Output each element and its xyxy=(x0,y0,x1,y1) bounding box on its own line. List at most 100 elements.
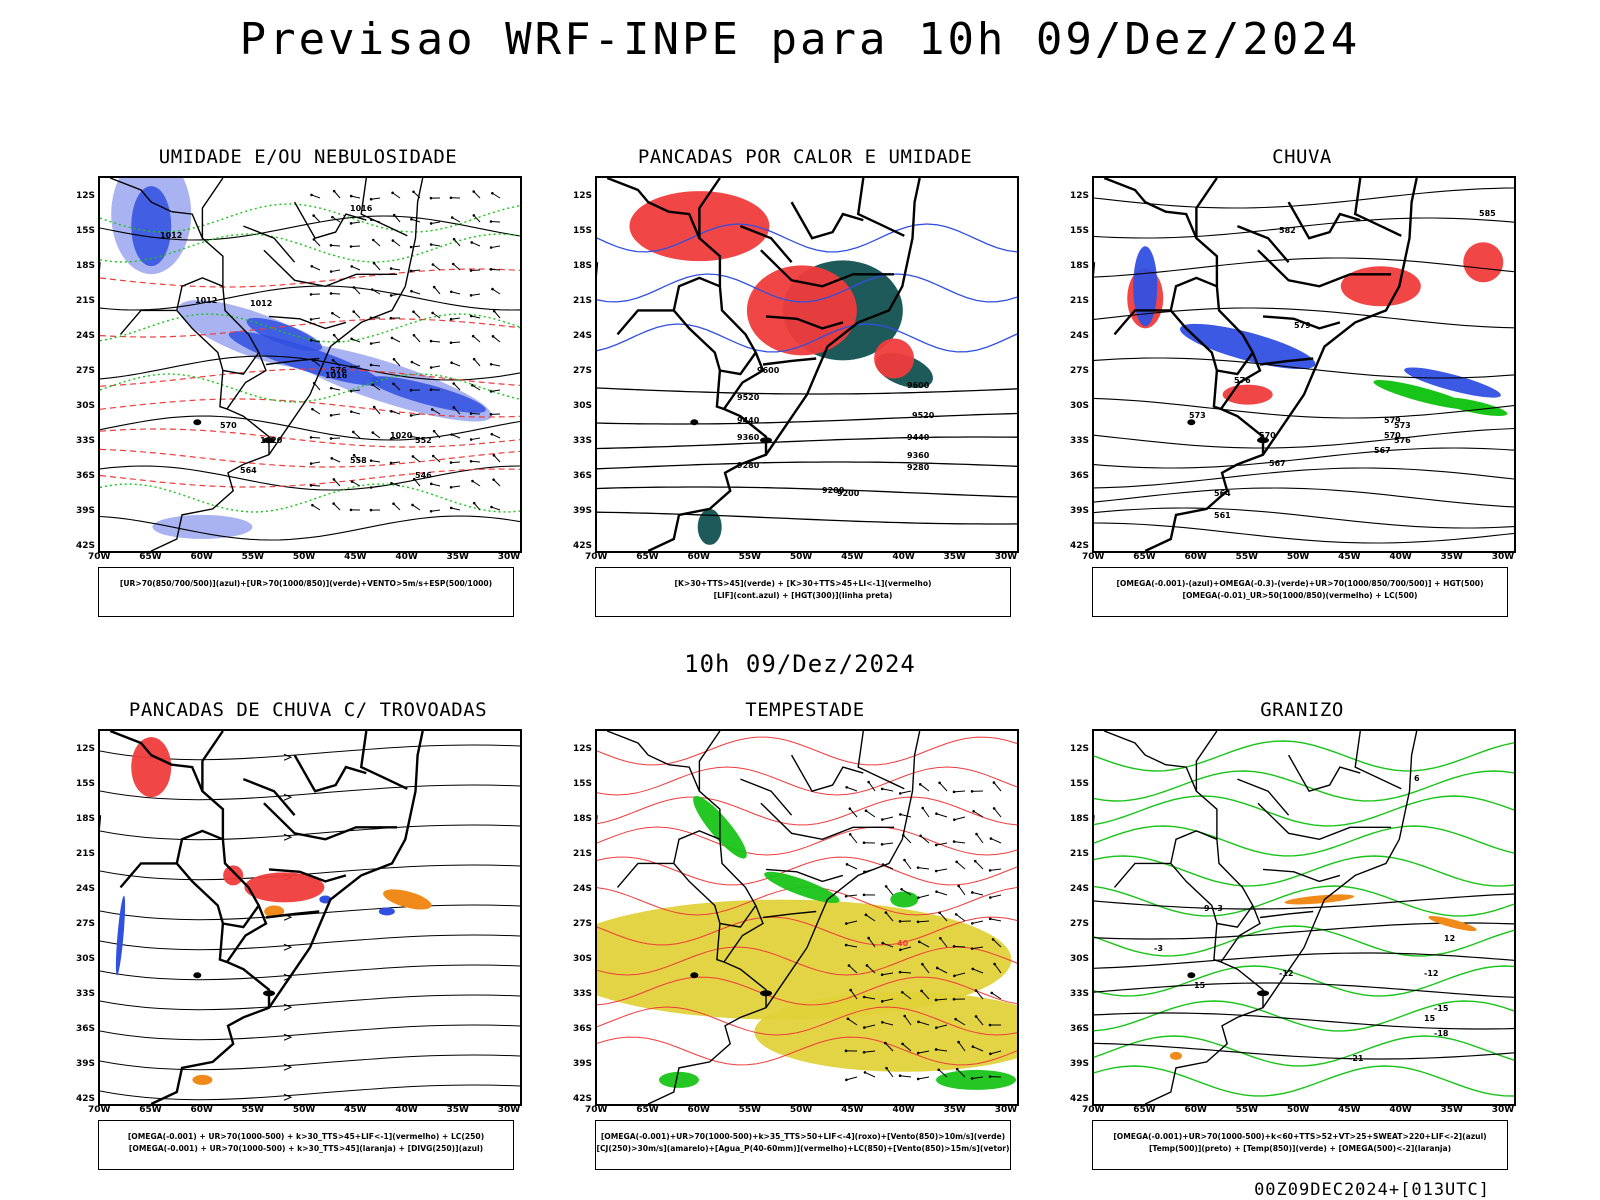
wind-850-vectors-arrowhead xyxy=(845,922,848,925)
low-level-humidity-contours-line xyxy=(100,483,520,513)
wind-vectors-vector xyxy=(473,215,481,223)
latitude-tick-label: 12S xyxy=(1070,744,1090,754)
wind-850-vectors-arrowhead xyxy=(973,859,977,863)
divergence-blue-area xyxy=(115,895,395,976)
wind-vectors-vector xyxy=(351,265,361,271)
thickness-contours-line xyxy=(100,428,520,448)
contour-label: -21 xyxy=(1349,1054,1364,1063)
wind-vectors-arrowhead xyxy=(490,432,494,436)
wind-vectors-vector xyxy=(431,483,441,487)
state-border xyxy=(606,178,701,239)
wind-vectors-vector xyxy=(331,413,341,416)
wind-vectors-vector xyxy=(411,218,421,223)
wind-850-vectors-arrowhead xyxy=(867,936,870,940)
contour-label: 1012 xyxy=(195,296,217,305)
wind-vectors-vector xyxy=(330,292,341,295)
wind-vectors-vector xyxy=(493,455,501,463)
wind-vectors-arrowhead xyxy=(429,366,433,369)
pressure-isobars-line xyxy=(100,465,520,491)
omega-blue-area-patch xyxy=(1404,367,1501,398)
longitude-tick-label: 65W xyxy=(636,552,659,562)
wind-vectors-vector xyxy=(373,262,381,271)
wind-850-vectors xyxy=(844,780,1002,1082)
state-border xyxy=(765,315,844,330)
wind-850-vectors-vector xyxy=(846,944,858,948)
longitude-tick-label: 55W xyxy=(738,1105,762,1115)
wind-vectors-arrowhead xyxy=(309,338,313,342)
longitude-tick-label: 50W xyxy=(1286,552,1310,562)
map-plot-area xyxy=(98,729,522,1106)
wind-vectors-arrowhead xyxy=(329,244,333,247)
panel-legend: [K>30+TTS>45](verde) + [K>30+TTS>45+LI<-… xyxy=(595,567,1011,617)
longitude-tick-label: 45W xyxy=(1338,1105,1361,1115)
wind-vectors-arrowhead xyxy=(469,412,473,415)
wind-850-vectors-vector xyxy=(865,914,876,922)
omega-blue-area xyxy=(1133,246,1501,398)
strong-wind-green-area-patch xyxy=(890,891,919,908)
state-border xyxy=(698,178,768,455)
wind-vectors-arrowhead xyxy=(331,215,334,219)
longitude-tick-label: 60W xyxy=(190,552,213,562)
wind-850-vectors-vector xyxy=(975,990,984,1000)
wind-850-vectors-arrowhead xyxy=(920,989,923,993)
omega-green-area-patch xyxy=(1438,397,1508,416)
longitude-tick-label: 35W xyxy=(446,552,469,562)
wind-850-vectors-vector xyxy=(972,920,984,924)
wind-vectors-arrowhead xyxy=(412,190,415,194)
legend-line: [Temp(500)](preto) + [Temp(850)](verde) … xyxy=(1148,1144,1452,1153)
thickness-contours-line xyxy=(100,448,520,468)
upper-level-streamlines-arrow xyxy=(283,753,293,761)
wind-850-vectors-arrowhead xyxy=(865,964,869,967)
state-border xyxy=(1169,276,1254,376)
omega-green-area xyxy=(1373,379,1508,416)
latitude-tick-label: 33S xyxy=(573,989,593,999)
wind-850-vectors-arrowhead xyxy=(881,941,885,945)
wind-850-vectors-vector xyxy=(904,1015,912,1026)
wind-850-vectors-vector xyxy=(882,972,894,976)
wind-vectors-vector xyxy=(471,437,481,441)
wind-850-vectors-arrowhead xyxy=(845,785,848,789)
longitude-tick-label: 45W xyxy=(344,1105,367,1115)
contour-label: 576 xyxy=(330,366,347,375)
latitude-tick-label: 39S xyxy=(76,1059,96,1069)
wind-vectors-vector xyxy=(311,461,321,465)
omega-blue-area-patch xyxy=(1133,246,1158,327)
wind-vectors-vector xyxy=(490,268,501,271)
wind-850-vectors-arrowhead xyxy=(988,1023,992,1027)
wind-vectors-vector xyxy=(412,456,421,463)
wind-850-vectors-vector xyxy=(846,920,858,925)
upper-level-streamlines-arrow xyxy=(283,1063,293,1071)
wind-850-vectors-arrowhead xyxy=(917,940,921,944)
longitude-tick-label: 65W xyxy=(636,1105,659,1115)
wind-850-vectors-vector xyxy=(868,781,876,792)
wind-vectors-arrowhead xyxy=(309,484,313,487)
wind-850-vectors-vector xyxy=(900,790,912,794)
wind-vectors-arrowhead xyxy=(409,269,413,273)
longitude-tick-label: 50W xyxy=(1286,1105,1310,1115)
map-panel: GRANIZO -3 -3 -12 -12 -15 -18 -21 15 15 12 9 6 12S 15S… xyxy=(1062,699,1542,1182)
wind-vectors-arrowhead xyxy=(409,388,413,392)
wind-vectors-arrowhead xyxy=(449,290,453,294)
lake-marker xyxy=(690,419,699,426)
precipitable-water-contours-line xyxy=(597,766,1017,796)
low-level-humidity-contours-line xyxy=(100,313,520,343)
longitude-tick-label: 70W xyxy=(1082,1105,1105,1115)
latitude-tick-label: 36S xyxy=(573,471,593,481)
wind-850-vectors-arrowhead xyxy=(954,1017,957,1021)
state-border xyxy=(760,249,895,288)
wind-850-vectors-vector xyxy=(936,1048,948,1052)
wind-850-vectors-vector xyxy=(886,1067,894,1078)
wind-vectors-arrowhead xyxy=(449,506,453,510)
geographic-boundaries xyxy=(597,731,921,1104)
wind-vectors-arrowhead xyxy=(432,429,436,433)
wind-850-vectors-arrowhead xyxy=(952,945,956,948)
wind-vectors-vector xyxy=(371,364,381,367)
wind-vectors-arrowhead xyxy=(452,382,456,385)
wind-vectors-arrowhead xyxy=(369,486,373,489)
wind-vectors-vector xyxy=(351,481,361,487)
wind-vectors-vector xyxy=(493,479,501,487)
wind-850-vectors-vector xyxy=(864,1050,876,1053)
wind-vectors-arrowhead xyxy=(392,357,396,361)
wind-850-vectors-arrowhead xyxy=(953,818,956,822)
wind-vectors-arrowhead xyxy=(469,459,473,463)
